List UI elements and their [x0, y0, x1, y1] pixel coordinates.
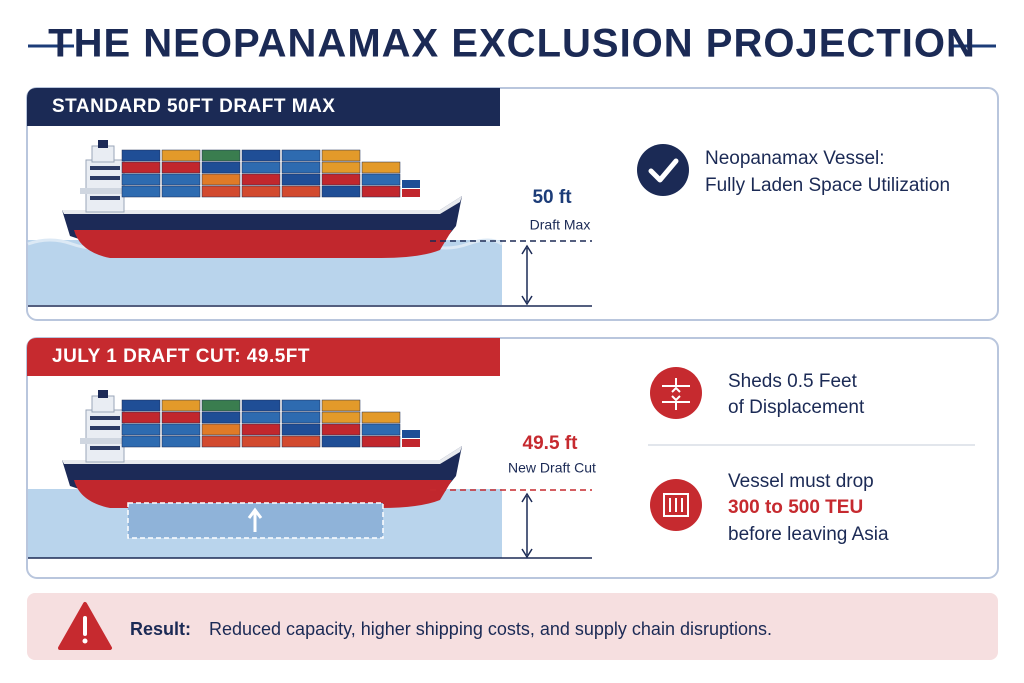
- info-text: Fully Laden Space Utilization: [705, 175, 950, 196]
- arrow-heads: [521, 492, 533, 559]
- page-title: THE NEOPANAMAX EXCLUSION PROJECTION: [48, 22, 976, 66]
- item-line: before leaving Asia: [728, 524, 889, 545]
- check-mark: [648, 158, 679, 183]
- icon-glyph: [662, 378, 690, 410]
- panel-heading: JULY 1 DRAFT CUT: 49.5FT: [52, 346, 310, 367]
- draft-label: Draft Max: [530, 217, 591, 233]
- panel-tab: [27, 338, 500, 376]
- displacement-icon: [650, 367, 702, 419]
- icon-glyph: [663, 493, 689, 517]
- item-line: Vessel must drop: [728, 471, 874, 492]
- result-text: Reduced capacity, higher shipping costs,…: [209, 619, 772, 639]
- info-title: Neopanamax Vessel:: [705, 148, 885, 169]
- draft-value: 50 ft: [532, 187, 572, 208]
- item-line: Sheds 0.5 Feet: [728, 371, 858, 392]
- item-line: 300 to 500 TEU: [728, 497, 863, 518]
- result-box: [27, 593, 998, 660]
- panel-heading: STANDARD 50FT DRAFT MAX: [52, 96, 335, 117]
- icon-glyph: [669, 498, 683, 512]
- warning-glyph: [82, 638, 88, 644]
- result-label: Result:: [130, 619, 191, 639]
- draft-label: New Draft Cut: [508, 460, 596, 476]
- item-line: of Displacement: [728, 397, 865, 418]
- check-icon: [637, 144, 689, 196]
- arrow-heads: [521, 244, 533, 306]
- lift-arrow: [247, 507, 263, 532]
- panel-tab: [27, 88, 500, 126]
- draft-value: 49.5 ft: [523, 433, 579, 454]
